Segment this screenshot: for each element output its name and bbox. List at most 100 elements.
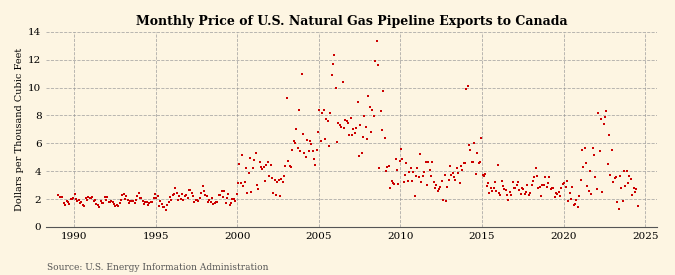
Point <box>487 189 497 193</box>
Point <box>202 199 213 204</box>
Point <box>245 155 256 160</box>
Point <box>540 175 551 179</box>
Point <box>329 53 340 57</box>
Point <box>257 167 268 171</box>
Point <box>111 203 122 208</box>
Point <box>537 182 548 187</box>
Point <box>280 163 291 168</box>
Point <box>276 177 287 181</box>
Point <box>302 138 313 142</box>
Point <box>562 178 572 183</box>
Point <box>406 179 417 183</box>
Point <box>304 139 315 143</box>
Point <box>437 179 448 183</box>
Point <box>333 121 344 125</box>
Point <box>105 200 115 204</box>
Point <box>605 173 616 177</box>
Point <box>248 166 259 170</box>
Point <box>559 181 570 185</box>
Point <box>227 197 238 202</box>
Point <box>134 196 145 200</box>
Point <box>475 160 485 164</box>
Point <box>331 139 342 144</box>
Point <box>606 148 617 152</box>
Point <box>591 187 602 191</box>
Point <box>525 191 536 195</box>
Point <box>83 195 94 199</box>
Point <box>479 174 489 178</box>
Point <box>166 198 177 202</box>
Point <box>458 160 469 165</box>
Point <box>412 166 423 170</box>
Point <box>460 161 470 165</box>
Point <box>627 192 638 197</box>
Point <box>61 199 72 204</box>
Point <box>410 174 421 178</box>
Point <box>431 183 442 188</box>
Point <box>477 173 488 178</box>
Point <box>107 199 118 204</box>
Point <box>234 162 244 167</box>
Point <box>300 155 311 160</box>
Point <box>65 197 76 202</box>
Point <box>182 196 193 200</box>
Point <box>369 114 379 119</box>
Point <box>502 193 512 197</box>
Point <box>92 203 103 208</box>
Point <box>230 199 240 203</box>
Text: Source: U.S. Energy Information Administration: Source: U.S. Energy Information Administ… <box>47 263 269 272</box>
Point <box>610 175 621 179</box>
Point <box>236 152 247 157</box>
Point <box>514 188 524 192</box>
Point <box>392 168 402 172</box>
Point <box>334 123 345 127</box>
Point <box>201 194 212 199</box>
Point <box>242 191 252 195</box>
Point <box>315 139 326 143</box>
Point <box>75 201 86 205</box>
Point <box>446 173 457 177</box>
Point <box>291 127 302 131</box>
Point <box>423 160 433 164</box>
Point <box>499 187 510 191</box>
Point <box>585 169 595 173</box>
Point <box>413 174 424 179</box>
Point <box>382 165 393 169</box>
Point <box>434 187 445 191</box>
Point <box>71 197 82 202</box>
Point <box>528 178 539 183</box>
Point <box>344 132 355 137</box>
Point <box>533 185 544 190</box>
Point <box>587 146 598 151</box>
Point <box>493 191 504 195</box>
Point <box>281 96 292 100</box>
Point <box>586 192 597 197</box>
Point <box>197 184 208 188</box>
Point <box>363 94 374 98</box>
Point <box>290 141 300 145</box>
Point <box>508 186 519 190</box>
Point <box>396 147 406 152</box>
Point <box>330 86 341 90</box>
Point <box>374 166 385 170</box>
Point <box>500 188 511 192</box>
Point <box>99 195 110 200</box>
Point <box>178 198 189 203</box>
Point <box>169 191 180 196</box>
Point <box>150 192 161 197</box>
Point <box>184 188 194 192</box>
Point <box>263 160 273 164</box>
Point <box>371 39 382 44</box>
Point <box>269 177 280 182</box>
Point <box>558 182 568 186</box>
Point <box>101 198 111 202</box>
Point <box>346 116 356 120</box>
Point <box>632 204 643 208</box>
Point <box>590 175 601 179</box>
Point <box>173 197 184 202</box>
Point <box>79 204 90 208</box>
Point <box>90 198 101 203</box>
Point <box>578 165 589 169</box>
Point <box>273 177 284 182</box>
Point <box>453 171 464 175</box>
